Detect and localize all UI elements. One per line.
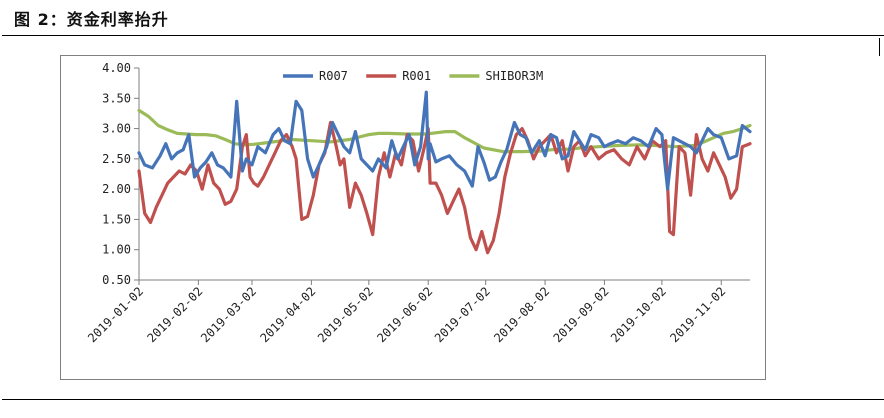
x-tick-label: 2019-10-02 (608, 284, 669, 345)
line-chart: 4.00 3.50 3.00 2.50 2.00 1.50 1.00 0.50 2019-01… (85, 61, 752, 345)
x-axis: 2019-01-022019-02-022019-03-022019-04-02… (85, 279, 750, 345)
y-tick-label: 1.00 (102, 243, 131, 257)
x-tick-label: 2019-08-02 (491, 284, 552, 345)
x-tick-label: 2019-07-02 (432, 284, 493, 345)
y-tick-label: 4.00 (102, 61, 131, 75)
y-tick-label: 0.50 (102, 273, 131, 287)
series-line-r007 (137, 90, 752, 191)
y-axis: 4.00 3.50 3.00 2.50 2.00 1.50 1.00 0.50 (102, 61, 140, 287)
x-tick-label: 2019-01-02 (85, 284, 146, 345)
bottom-rule (2, 399, 884, 400)
x-tick-label: 2019-06-02 (374, 284, 435, 345)
x-tick-label: 2019-04-02 (258, 284, 319, 345)
title-rule (2, 35, 884, 36)
right-edge-mark (879, 38, 880, 56)
y-tick-label: 2.00 (102, 182, 131, 196)
y-tick-label: 3.50 (102, 91, 131, 105)
figure-title: 图 2：资金利率抬升 (14, 10, 169, 29)
x-tick-label: 2019-09-02 (551, 284, 612, 345)
y-tick-label: 2.50 (102, 152, 131, 166)
legend-label-r007: R007 (319, 69, 348, 83)
legend-label-r001: R001 (402, 69, 431, 83)
x-tick-label: 2019-11-02 (667, 284, 728, 345)
legend: R007 R001 SHIBOR3M (283, 69, 543, 83)
legend-label-shibor3m: SHIBOR3M (485, 69, 543, 83)
x-tick-label: 2019-05-02 (315, 284, 376, 345)
chart-frame: 4.00 3.50 3.00 2.50 2.00 1.50 1.00 0.50 2019-01… (60, 55, 766, 380)
y-tick-label: 3.00 (102, 122, 131, 136)
y-tick-label: 1.50 (102, 212, 131, 226)
x-tick-label: 2019-03-02 (198, 284, 259, 345)
series-lines (137, 90, 752, 255)
x-tick-label: 2019-02-02 (145, 284, 206, 345)
